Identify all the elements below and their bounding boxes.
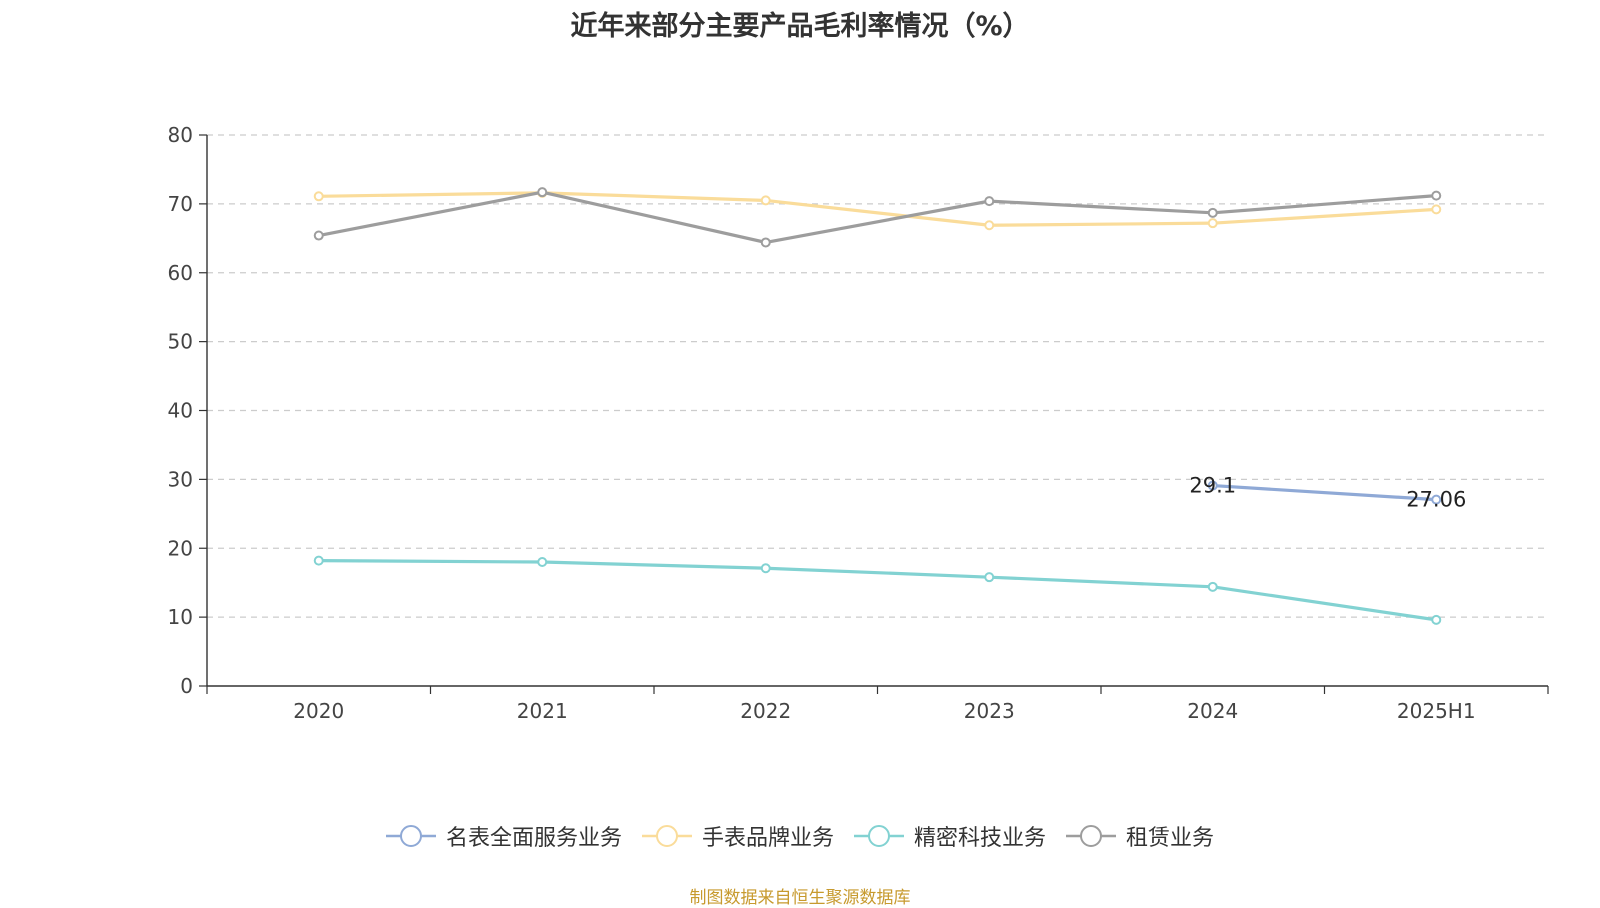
data-point[interactable]: [313, 555, 324, 566]
data-point[interactable]: [313, 230, 324, 241]
y-tick-label: 40: [168, 399, 193, 423]
grid-lines: [207, 134, 1548, 618]
x-tick-label: 2021: [517, 699, 568, 723]
data-point[interactable]: [537, 557, 548, 568]
data-labels: 29.1 27.06: [1189, 474, 1466, 512]
x-tick-label: 2020: [293, 699, 344, 723]
y-tick-label: 80: [168, 123, 193, 147]
series-lines: [313, 187, 1442, 625]
data-point[interactable]: [984, 196, 995, 207]
series-line-3: [317, 190, 1438, 245]
legend-item[interactable]: 名表全面服务业务: [385, 820, 622, 852]
legend-item[interactable]: 精密科技业务: [854, 820, 1046, 852]
data-point[interactable]: [984, 220, 995, 231]
legend-line-marker-icon: [385, 825, 436, 847]
data-label: 29.1: [1189, 474, 1236, 498]
y-tick-label: 50: [168, 330, 193, 354]
axes: 0 10 20 30 40 50 60 70 80 2020 2021 2022 2023 2024 202…: [168, 123, 1549, 723]
chart-title: 近年来部分主要产品毛利率情况（%）: [570, 11, 1030, 42]
legend-item[interactable]: 手表品牌业务: [641, 820, 834, 852]
x-tick-label: 2025H1: [1397, 699, 1476, 723]
data-point[interactable]: [760, 237, 771, 248]
data-point[interactable]: [1207, 207, 1218, 218]
legend-label: 租赁业务: [1126, 826, 1215, 851]
data-label: 27.06: [1406, 488, 1466, 512]
source-note: 制图数据来自恒生聚源数据库: [689, 888, 911, 908]
y-tick-label: 0: [180, 674, 193, 698]
y-tick-label: 70: [168, 192, 193, 216]
data-point[interactable]: [760, 195, 771, 206]
data-point[interactable]: [1207, 581, 1218, 592]
series-line-0: [1211, 483, 1438, 502]
x-tick-label: 2023: [964, 699, 1015, 723]
data-point[interactable]: [1431, 494, 1442, 505]
data-point[interactable]: [1431, 204, 1442, 215]
y-tick-label: 60: [168, 261, 193, 285]
y-tick-label: 20: [168, 536, 193, 560]
y-tick-label: 30: [168, 467, 193, 491]
x-tick-label: 2024: [1187, 699, 1238, 723]
legend: 名表全面服务业务 手表品牌业务 精密科技业务 租赁业务: [0, 820, 1600, 852]
legend-label: 精密科技业务: [914, 826, 1047, 851]
legend-line-marker-icon: [641, 825, 692, 847]
data-point[interactable]: [984, 572, 995, 583]
data-point[interactable]: [1207, 480, 1218, 491]
legend-item[interactable]: 租赁业务: [1066, 820, 1214, 852]
series-line-2: [317, 559, 1438, 622]
x-tick-label: 2022: [740, 699, 791, 723]
legend-label: 手表品牌业务: [701, 826, 834, 851]
data-point[interactable]: [313, 191, 324, 202]
y-tick-label: 10: [168, 605, 193, 629]
data-point[interactable]: [1207, 218, 1218, 229]
data-point[interactable]: [1431, 614, 1442, 625]
legend-line-marker-icon: [1066, 825, 1117, 847]
legend-line-marker-icon: [854, 825, 904, 847]
series-line-1: [317, 191, 1438, 227]
data-point[interactable]: [760, 563, 771, 574]
data-point[interactable]: [1431, 190, 1442, 201]
legend-label: 名表全面服务业务: [445, 826, 622, 851]
data-point[interactable]: [537, 187, 548, 198]
